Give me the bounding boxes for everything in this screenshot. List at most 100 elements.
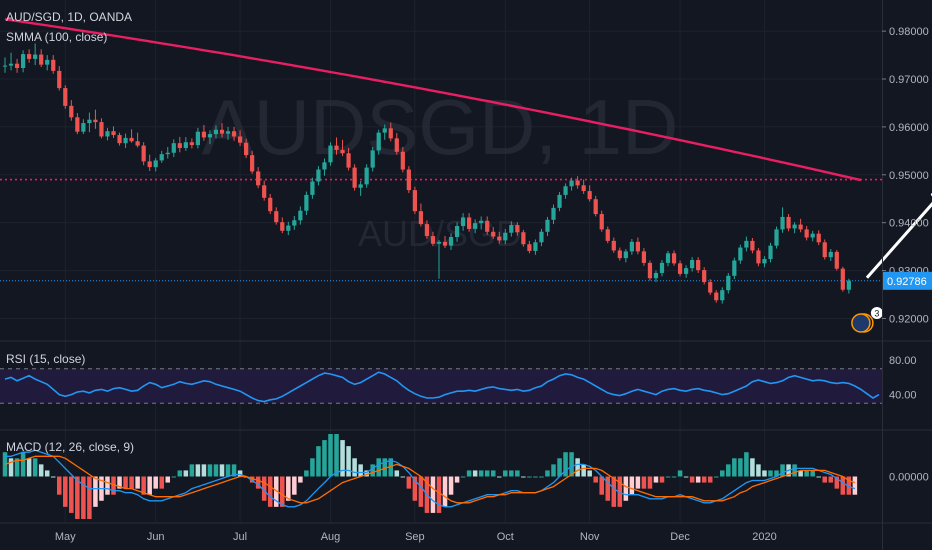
candle-body bbox=[744, 240, 749, 248]
candle-body bbox=[304, 194, 309, 211]
rsi-line bbox=[4, 371, 880, 403]
macd-histogram-bar bbox=[671, 476, 677, 478]
candle-body bbox=[491, 231, 496, 237]
candle-body bbox=[412, 190, 417, 212]
price-scale-divider bbox=[882, 0, 883, 550]
candle-body bbox=[587, 191, 592, 200]
macd-histogram-bar bbox=[490, 470, 496, 477]
macd-histogram-bar bbox=[225, 464, 231, 477]
candle-body bbox=[750, 240, 755, 251]
macd-histogram-bar bbox=[430, 476, 436, 513]
macd-histogram-bar bbox=[653, 476, 659, 483]
price-axis-label: 0.98000 bbox=[889, 26, 929, 38]
candle-body bbox=[762, 259, 767, 264]
candle-body bbox=[286, 225, 291, 231]
candle-body bbox=[581, 185, 586, 192]
macd-histogram-bar bbox=[460, 476, 466, 478]
macd-histogram-bar bbox=[219, 464, 225, 477]
candle-body bbox=[659, 262, 665, 273]
candle-body bbox=[569, 180, 574, 187]
candle-body bbox=[840, 268, 845, 290]
macd-histogram-bar bbox=[713, 476, 719, 478]
candle-body bbox=[424, 224, 430, 237]
time-axis-label: Jun bbox=[147, 531, 165, 543]
macd-histogram-bar bbox=[38, 464, 44, 477]
candle-body bbox=[171, 143, 176, 153]
candle-body bbox=[292, 220, 297, 226]
candle-body bbox=[786, 216, 791, 229]
macd-histogram-bar bbox=[581, 464, 586, 477]
macd-histogram-bar bbox=[563, 452, 568, 477]
macd-histogram-bar bbox=[93, 476, 98, 507]
candle-body bbox=[726, 275, 731, 291]
candle-body bbox=[33, 54, 38, 59]
macd-histogram-bar bbox=[207, 464, 213, 477]
macd-histogram-bar bbox=[189, 464, 195, 477]
macd-histogram-bar bbox=[44, 470, 50, 477]
macd-histogram-bar bbox=[358, 464, 363, 477]
macd-histogram-bar bbox=[527, 476, 532, 478]
candle-body bbox=[545, 219, 550, 232]
candle-body bbox=[177, 143, 182, 148]
macd-histogram-bar bbox=[267, 476, 273, 507]
candle-body bbox=[442, 241, 448, 246]
macd-histogram-bar bbox=[237, 470, 243, 477]
watermark: AUDSGD, 1D bbox=[202, 83, 679, 171]
candle-body bbox=[231, 131, 237, 137]
macd-histogram-bar bbox=[515, 470, 520, 477]
price-axis: 0.980000.970000.960000.950000.940000.930… bbox=[882, 26, 932, 484]
candle-body bbox=[720, 290, 725, 301]
macd-histogram-bar bbox=[255, 476, 261, 489]
macd-histogram-bar bbox=[261, 476, 267, 501]
smma-line bbox=[4, 18, 862, 182]
candle-body bbox=[641, 251, 647, 263]
macd-histogram-bar bbox=[454, 476, 460, 483]
macd-histogram-bar bbox=[81, 476, 86, 519]
macd-histogram-bar bbox=[539, 476, 544, 478]
candle-body bbox=[406, 169, 411, 191]
time-axis-label: May bbox=[55, 531, 76, 543]
candle-body bbox=[816, 233, 821, 243]
macd-histogram-bar bbox=[635, 476, 641, 489]
macd-histogram-bar bbox=[792, 464, 797, 477]
candle-body bbox=[237, 136, 243, 143]
macd-histogram-bar bbox=[701, 476, 707, 483]
candle-body bbox=[189, 142, 194, 146]
macd-histogram-bar bbox=[629, 476, 635, 495]
macd-histogram-bar bbox=[412, 476, 418, 501]
macd-histogram-bar bbox=[659, 476, 665, 483]
candle-body bbox=[352, 167, 357, 188]
macd-histogram-bar bbox=[171, 476, 177, 478]
candle-body bbox=[756, 250, 761, 264]
macd-histogram-bar bbox=[605, 476, 611, 501]
candle-body bbox=[702, 270, 707, 283]
candle-body bbox=[593, 199, 598, 215]
candle-body bbox=[310, 181, 315, 195]
macd-histogram-bar bbox=[32, 458, 38, 477]
macd-histogram-bar bbox=[20, 452, 26, 477]
event-flag-icon bbox=[851, 313, 871, 333]
macd-histogram-bar bbox=[213, 464, 219, 477]
macd-pane bbox=[2, 434, 858, 519]
macd-histogram-bar bbox=[111, 476, 116, 495]
time-axis-label: Aug bbox=[321, 531, 341, 543]
candle-body bbox=[63, 88, 68, 106]
macd-histogram-bar bbox=[533, 476, 538, 478]
macd-histogram-bar bbox=[400, 476, 406, 478]
candle-body bbox=[147, 161, 152, 168]
candle-body bbox=[129, 137, 134, 142]
candle-body bbox=[810, 233, 815, 238]
candle-body bbox=[111, 131, 116, 136]
macd-histogram-bar bbox=[177, 470, 183, 477]
candle-body bbox=[316, 169, 321, 182]
candle-body bbox=[394, 138, 399, 152]
macd-histogram-bar bbox=[394, 470, 400, 477]
macd-histogram-bar bbox=[774, 470, 779, 477]
candle-body bbox=[448, 237, 454, 246]
grid bbox=[0, 0, 932, 524]
price-axis-label: 0.92000 bbox=[889, 313, 929, 325]
macd-histogram-bar bbox=[641, 476, 647, 489]
candle-body bbox=[503, 232, 508, 241]
candle-body bbox=[93, 119, 98, 123]
macd-histogram-bar bbox=[63, 476, 68, 507]
